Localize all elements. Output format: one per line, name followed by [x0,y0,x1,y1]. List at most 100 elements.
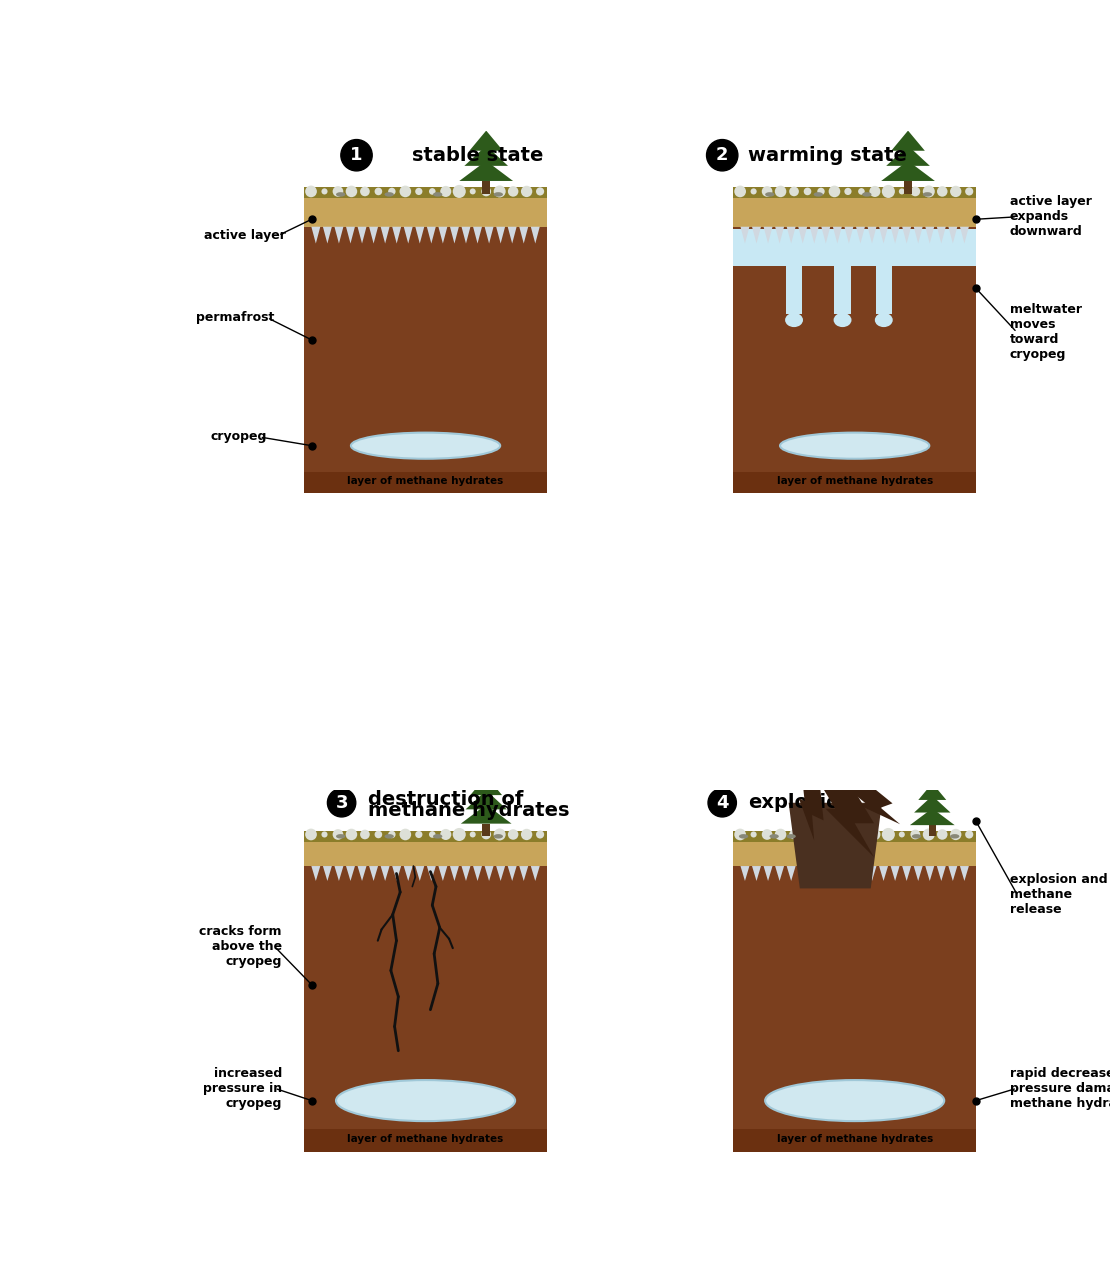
Circle shape [937,829,948,840]
Polygon shape [810,227,819,243]
Circle shape [881,184,895,199]
Circle shape [441,829,452,840]
Circle shape [910,187,920,196]
Text: methane hydrates: methane hydrates [367,801,569,820]
FancyBboxPatch shape [929,825,936,836]
FancyBboxPatch shape [304,831,547,866]
FancyBboxPatch shape [734,1129,976,1152]
Polygon shape [914,227,922,243]
Text: layer of methane hydrates: layer of methane hydrates [777,1134,932,1144]
Polygon shape [531,866,539,881]
Circle shape [950,186,961,197]
Polygon shape [799,761,826,840]
Ellipse shape [494,834,503,839]
Ellipse shape [814,192,823,197]
Circle shape [494,829,506,840]
Polygon shape [427,227,436,243]
Polygon shape [764,227,773,243]
Polygon shape [886,146,930,165]
Text: cracks form
above the
cryopeg: cracks form above the cryopeg [200,925,282,968]
Circle shape [428,831,435,838]
Circle shape [804,187,811,195]
Polygon shape [891,131,925,151]
FancyBboxPatch shape [304,1129,547,1152]
Circle shape [470,188,476,195]
Polygon shape [845,227,854,243]
Polygon shape [346,866,355,881]
Polygon shape [806,740,874,857]
Polygon shape [323,227,332,243]
FancyBboxPatch shape [904,181,912,195]
Ellipse shape [769,834,779,839]
Circle shape [761,186,773,197]
Polygon shape [837,761,900,824]
Polygon shape [881,161,935,181]
Polygon shape [427,866,436,881]
Circle shape [845,831,851,838]
FancyBboxPatch shape [304,831,547,1152]
Circle shape [327,789,356,817]
FancyBboxPatch shape [304,187,547,197]
Circle shape [415,831,423,838]
Text: 3: 3 [335,794,347,812]
Ellipse shape [384,834,394,839]
Polygon shape [937,227,946,243]
Circle shape [965,187,973,196]
Circle shape [910,830,920,839]
Polygon shape [751,866,761,881]
Text: rapid decrease in
pressure damages
methane hydrates: rapid decrease in pressure damages metha… [1009,1067,1110,1109]
Text: stable state: stable state [413,146,544,165]
Circle shape [536,187,544,196]
Text: 1: 1 [351,146,363,164]
Ellipse shape [950,834,959,839]
Circle shape [899,831,905,838]
Circle shape [708,789,736,817]
Polygon shape [473,227,482,243]
Polygon shape [323,866,332,881]
Text: cryopeg: cryopeg [211,430,268,443]
Polygon shape [496,227,505,243]
Polygon shape [531,227,539,243]
Polygon shape [914,866,922,881]
FancyBboxPatch shape [304,187,547,493]
Polygon shape [798,866,807,881]
Polygon shape [879,227,888,243]
FancyBboxPatch shape [734,471,976,493]
Circle shape [360,187,370,196]
Circle shape [922,186,935,197]
Circle shape [453,184,466,199]
Circle shape [333,186,343,197]
Polygon shape [381,866,390,881]
Polygon shape [485,227,494,243]
Circle shape [305,829,316,840]
Circle shape [881,828,895,842]
Circle shape [333,829,343,840]
Ellipse shape [384,192,394,197]
Polygon shape [821,866,830,881]
Polygon shape [915,796,950,812]
Polygon shape [798,227,807,243]
Polygon shape [751,227,761,243]
Text: layer of methane hydrates: layer of methane hydrates [347,1134,504,1144]
Circle shape [869,829,880,840]
Circle shape [817,831,825,838]
Ellipse shape [351,433,501,459]
Polygon shape [926,866,935,881]
Ellipse shape [494,192,503,197]
Polygon shape [879,866,888,881]
Polygon shape [960,866,969,881]
Circle shape [735,829,746,840]
Ellipse shape [820,742,828,748]
Circle shape [388,188,395,195]
Circle shape [536,830,544,839]
Circle shape [707,140,738,170]
FancyBboxPatch shape [304,471,547,493]
Ellipse shape [911,834,921,839]
Circle shape [482,830,491,839]
Circle shape [750,188,757,195]
Polygon shape [334,227,343,243]
Polygon shape [471,776,502,796]
Polygon shape [357,227,366,243]
Circle shape [899,188,905,195]
Polygon shape [404,866,413,881]
